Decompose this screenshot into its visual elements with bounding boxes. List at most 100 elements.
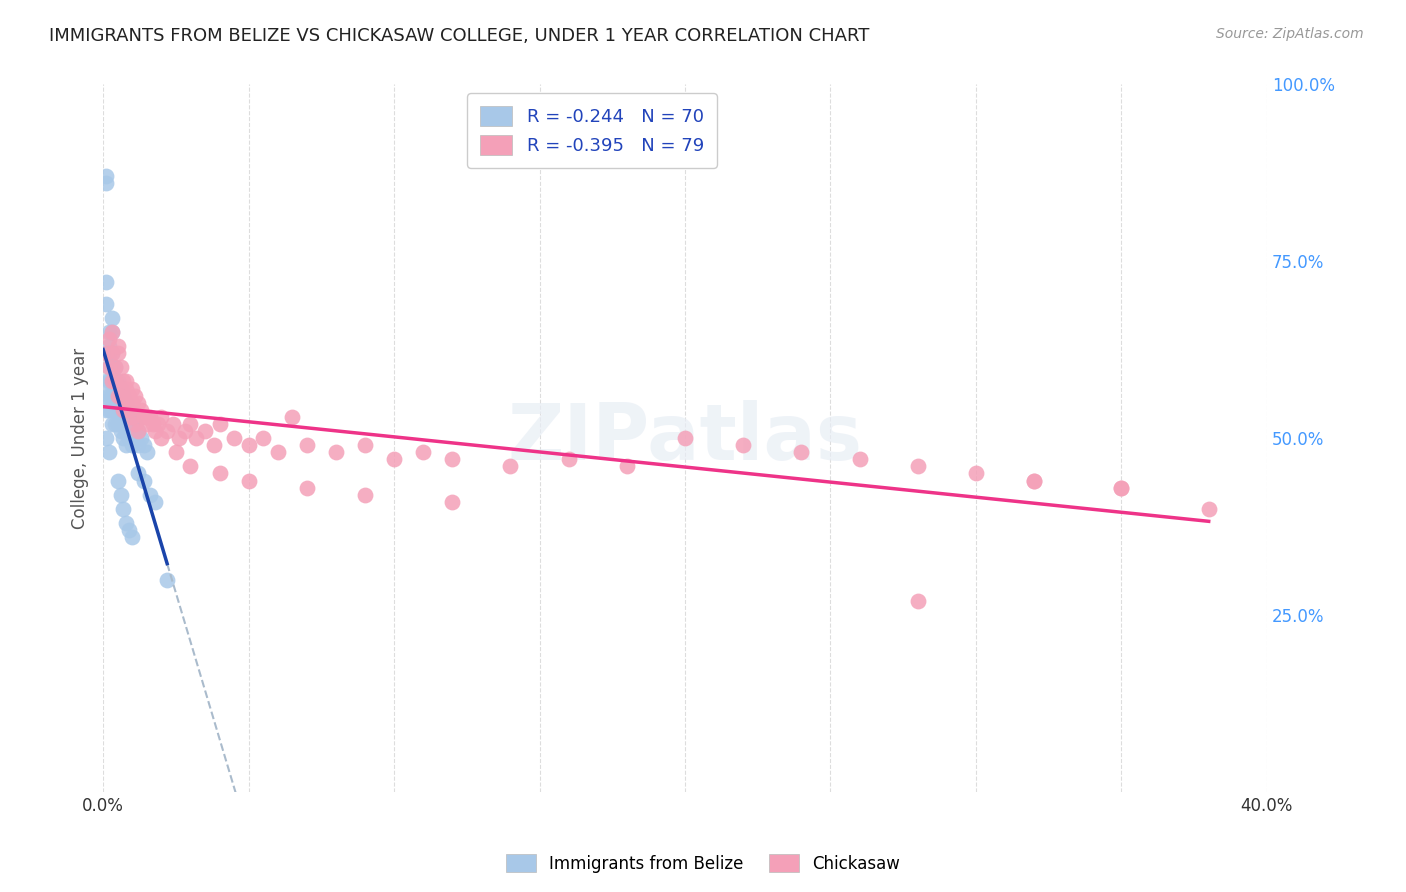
Point bbox=[179, 417, 201, 431]
Point bbox=[94, 402, 117, 417]
Point bbox=[115, 424, 138, 438]
Point bbox=[101, 325, 124, 339]
Point bbox=[1111, 481, 1133, 495]
Point bbox=[281, 409, 304, 424]
Point bbox=[107, 389, 129, 403]
Point bbox=[616, 459, 638, 474]
Point bbox=[142, 417, 165, 431]
Point bbox=[145, 494, 167, 508]
Point bbox=[121, 409, 143, 424]
Point bbox=[222, 431, 245, 445]
Point bbox=[162, 417, 184, 431]
Point bbox=[104, 360, 127, 375]
Point bbox=[167, 431, 190, 445]
Point bbox=[132, 474, 155, 488]
Point bbox=[112, 431, 135, 445]
Point bbox=[115, 516, 138, 530]
Point bbox=[104, 389, 127, 403]
Point bbox=[101, 375, 124, 389]
Point bbox=[110, 389, 132, 403]
Point bbox=[97, 375, 120, 389]
Point bbox=[156, 573, 179, 587]
Point bbox=[557, 452, 579, 467]
Point bbox=[127, 424, 149, 438]
Point bbox=[156, 424, 179, 438]
Point bbox=[325, 445, 347, 459]
Point bbox=[112, 375, 135, 389]
Point bbox=[94, 346, 117, 360]
Point bbox=[94, 177, 117, 191]
Point bbox=[107, 375, 129, 389]
Point bbox=[97, 389, 120, 403]
Text: Source: ZipAtlas.com: Source: ZipAtlas.com bbox=[1216, 27, 1364, 41]
Point bbox=[441, 452, 464, 467]
Point bbox=[94, 296, 117, 310]
Point bbox=[94, 169, 117, 184]
Point bbox=[94, 375, 117, 389]
Point bbox=[127, 424, 149, 438]
Point bbox=[104, 402, 127, 417]
Point bbox=[97, 445, 120, 459]
Point bbox=[115, 395, 138, 409]
Point bbox=[101, 402, 124, 417]
Point bbox=[97, 360, 120, 375]
Point bbox=[97, 332, 120, 346]
Point bbox=[499, 459, 522, 474]
Point bbox=[179, 459, 201, 474]
Point bbox=[135, 417, 157, 431]
Text: ZIPatlas: ZIPatlas bbox=[508, 401, 862, 476]
Point bbox=[112, 389, 135, 403]
Point bbox=[104, 375, 127, 389]
Point bbox=[115, 395, 138, 409]
Point bbox=[107, 339, 129, 353]
Point bbox=[295, 438, 318, 452]
Point bbox=[194, 424, 217, 438]
Point bbox=[110, 395, 132, 409]
Point bbox=[848, 452, 870, 467]
Point bbox=[790, 445, 813, 459]
Point bbox=[97, 402, 120, 417]
Point bbox=[127, 467, 149, 481]
Point bbox=[118, 431, 141, 445]
Point bbox=[101, 360, 124, 375]
Point bbox=[165, 445, 187, 459]
Point bbox=[118, 402, 141, 417]
Point bbox=[208, 417, 231, 431]
Point bbox=[267, 445, 290, 459]
Point bbox=[121, 382, 143, 396]
Point bbox=[107, 474, 129, 488]
Point bbox=[252, 431, 274, 445]
Point bbox=[110, 488, 132, 502]
Point bbox=[101, 375, 124, 389]
Point bbox=[112, 402, 135, 417]
Point bbox=[1024, 474, 1046, 488]
Point bbox=[104, 417, 127, 431]
Point bbox=[132, 409, 155, 424]
Point bbox=[101, 310, 124, 325]
Point bbox=[94, 389, 117, 403]
Point bbox=[112, 402, 135, 417]
Point bbox=[412, 445, 434, 459]
Point bbox=[115, 438, 138, 452]
Point bbox=[115, 375, 138, 389]
Point bbox=[132, 438, 155, 452]
Y-axis label: College, Under 1 year: College, Under 1 year bbox=[72, 348, 89, 529]
Point bbox=[101, 346, 124, 360]
Point bbox=[94, 431, 117, 445]
Point bbox=[127, 395, 149, 409]
Point bbox=[208, 467, 231, 481]
Point bbox=[138, 488, 160, 502]
Point bbox=[107, 417, 129, 431]
Point bbox=[115, 409, 138, 424]
Point bbox=[148, 417, 170, 431]
Point bbox=[145, 424, 167, 438]
Point bbox=[202, 438, 225, 452]
Point bbox=[150, 409, 173, 424]
Point bbox=[104, 375, 127, 389]
Point bbox=[733, 438, 755, 452]
Point bbox=[124, 431, 146, 445]
Point bbox=[110, 382, 132, 396]
Point bbox=[121, 395, 143, 409]
Point bbox=[135, 409, 157, 424]
Point bbox=[138, 409, 160, 424]
